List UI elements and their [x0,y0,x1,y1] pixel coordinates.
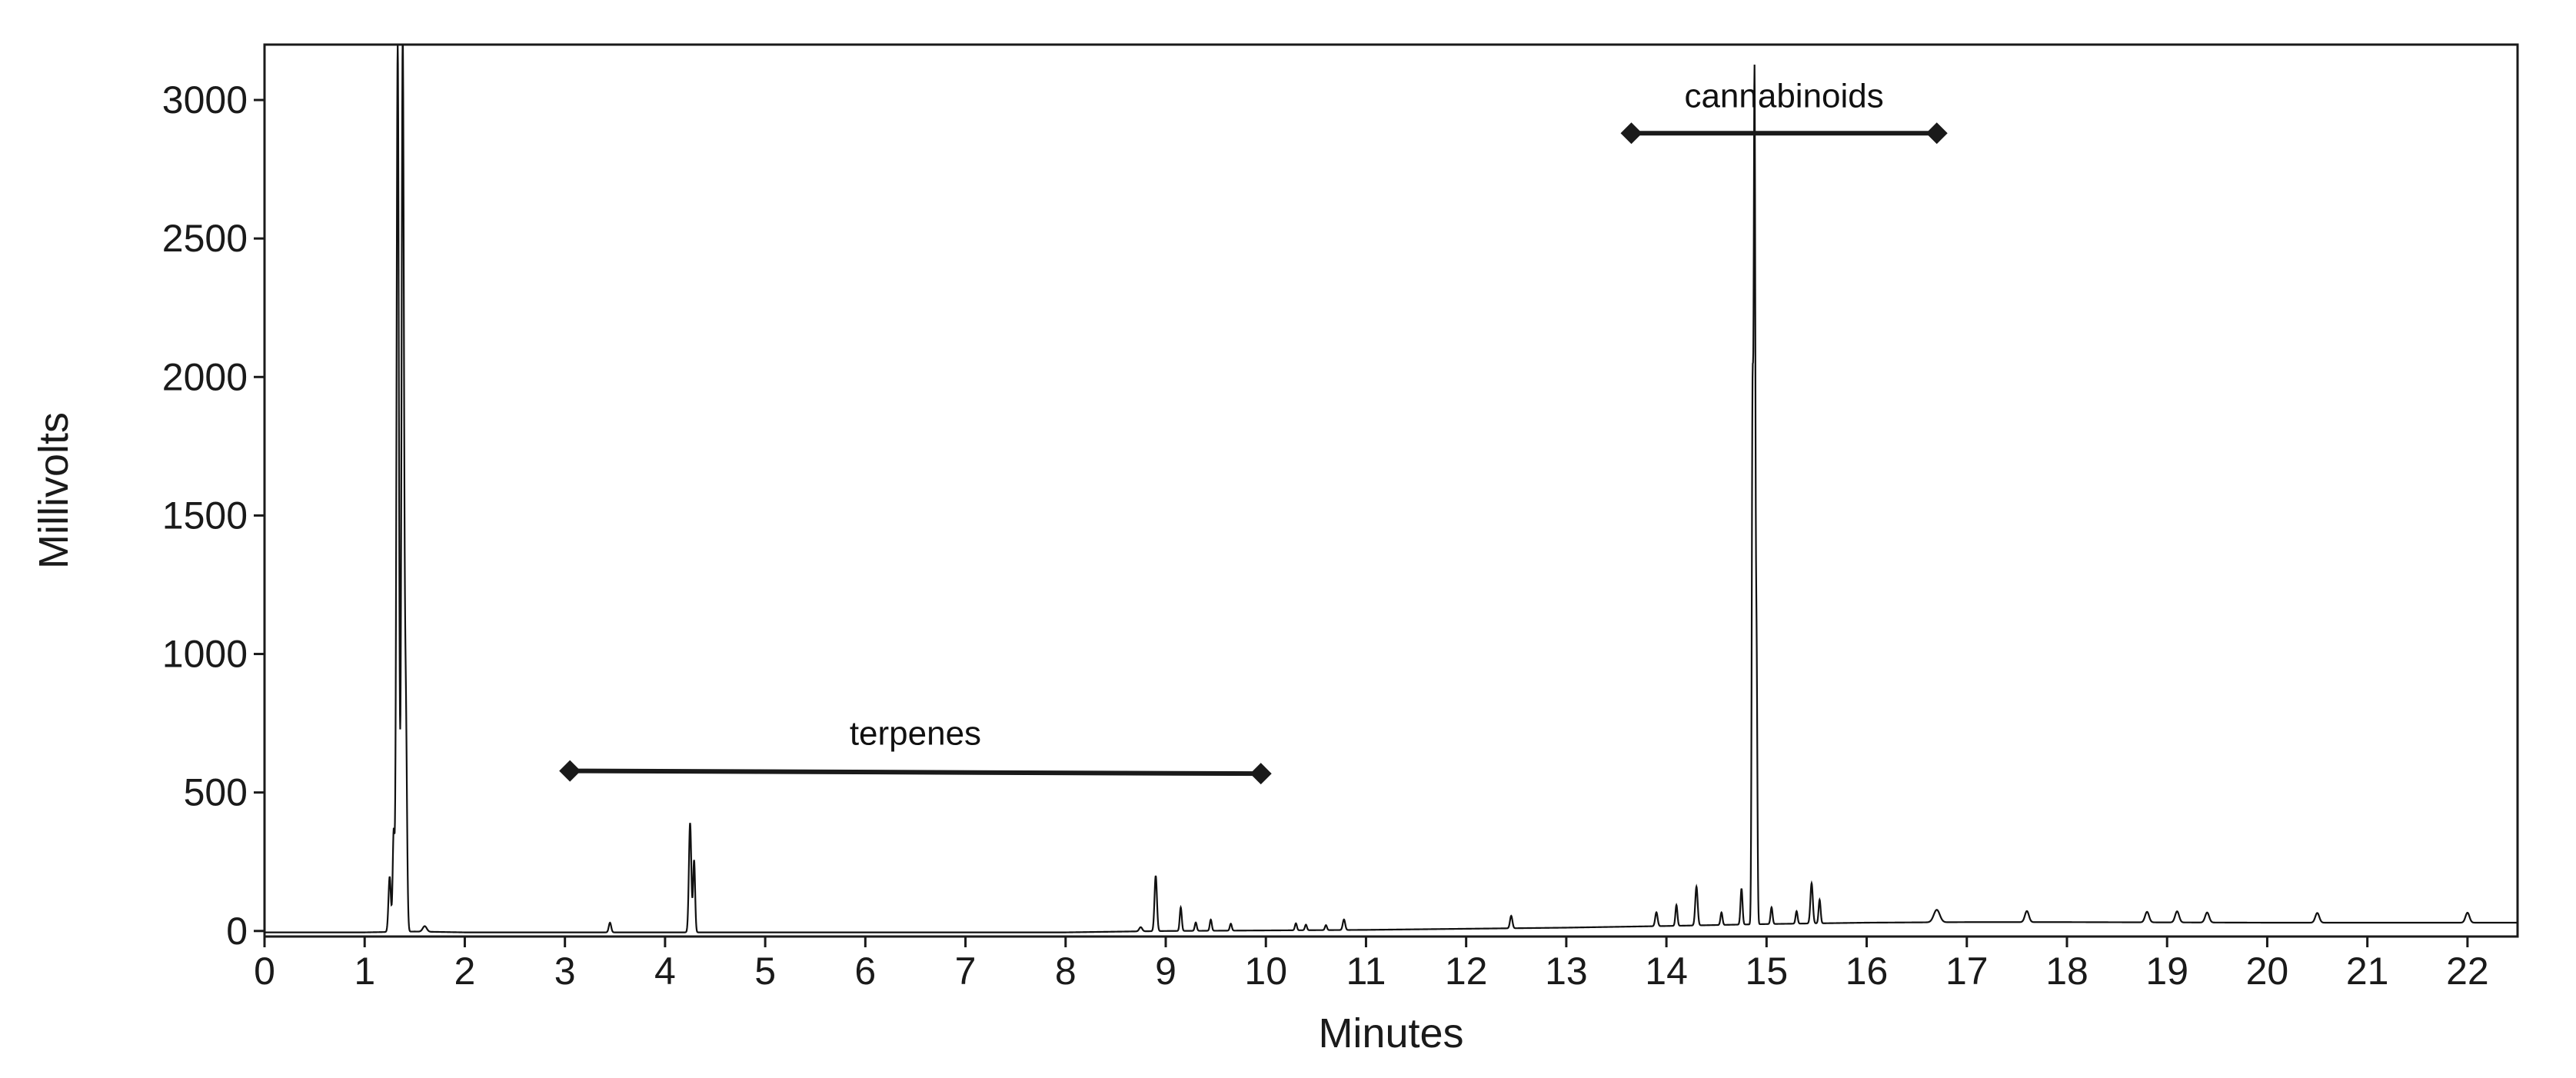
series-line [265,45,2518,933]
annotations: terpenes cannabinoids [559,77,1948,785]
y-axis-title: Millivolts [31,412,77,569]
x-tick-label: 21 [2346,950,2389,993]
x-tick-label: 17 [1945,950,1989,993]
y-tick-label: 2000 [162,355,248,398]
y-axis: 0 500 1000 1500 2000 2500 3000 [162,78,265,953]
x-tick-label: 18 [2045,950,2088,993]
annotation-label: terpenes [850,715,981,753]
x-tick-label: 11 [1346,950,1386,993]
y-tick-label: 1000 [162,633,248,676]
series-layer [265,45,2518,933]
x-axis-title: Minutes [1318,1010,1463,1056]
x-tick-label: 1 [354,950,375,993]
x-tick-label: 0 [254,950,275,993]
y-tick-label: 3000 [162,78,248,121]
x-axis: 0 1 2 3 4 5 6 7 8 9 10 11 12 13 14 15 16 17 18 19 20 21 22 [254,937,2489,993]
x-tick-label: 9 [1155,950,1177,993]
y-tick-label: 1500 [162,494,248,537]
annotation-diamond-marker [1925,122,1948,145]
x-tick-label: 7 [955,950,977,993]
x-tick-label: 8 [1055,950,1077,993]
x-tick-label: 10 [1244,950,1287,993]
x-tick-label: 3 [554,950,576,993]
x-tick-label: 5 [754,950,776,993]
x-tick-label: 20 [2246,950,2289,993]
annotation-label: cannabinoids [1684,77,1883,115]
y-tick-label: 0 [226,910,248,953]
annotation-diamond-marker [1620,122,1642,145]
x-tick-label: 19 [2145,950,2188,993]
x-tick-label: 4 [654,950,676,993]
x-tick-label: 12 [1445,950,1488,993]
y-tick-label: 2500 [162,217,248,260]
annotation-bracket-line [570,768,1261,777]
x-tick-label: 6 [854,950,876,993]
x-tick-label: 2 [454,950,476,993]
annotation-diamond-marker [1250,763,1272,785]
x-tick-label: 16 [1845,950,1889,993]
x-tick-label: 14 [1645,950,1688,993]
x-tick-label: 13 [1545,950,1588,993]
annotation-diamond-marker [559,760,581,782]
plot-frame [263,43,2519,938]
y-tick-label: 500 [184,771,248,814]
x-tick-label: 22 [2446,950,2489,993]
x-tick-label: 15 [1746,950,1789,993]
